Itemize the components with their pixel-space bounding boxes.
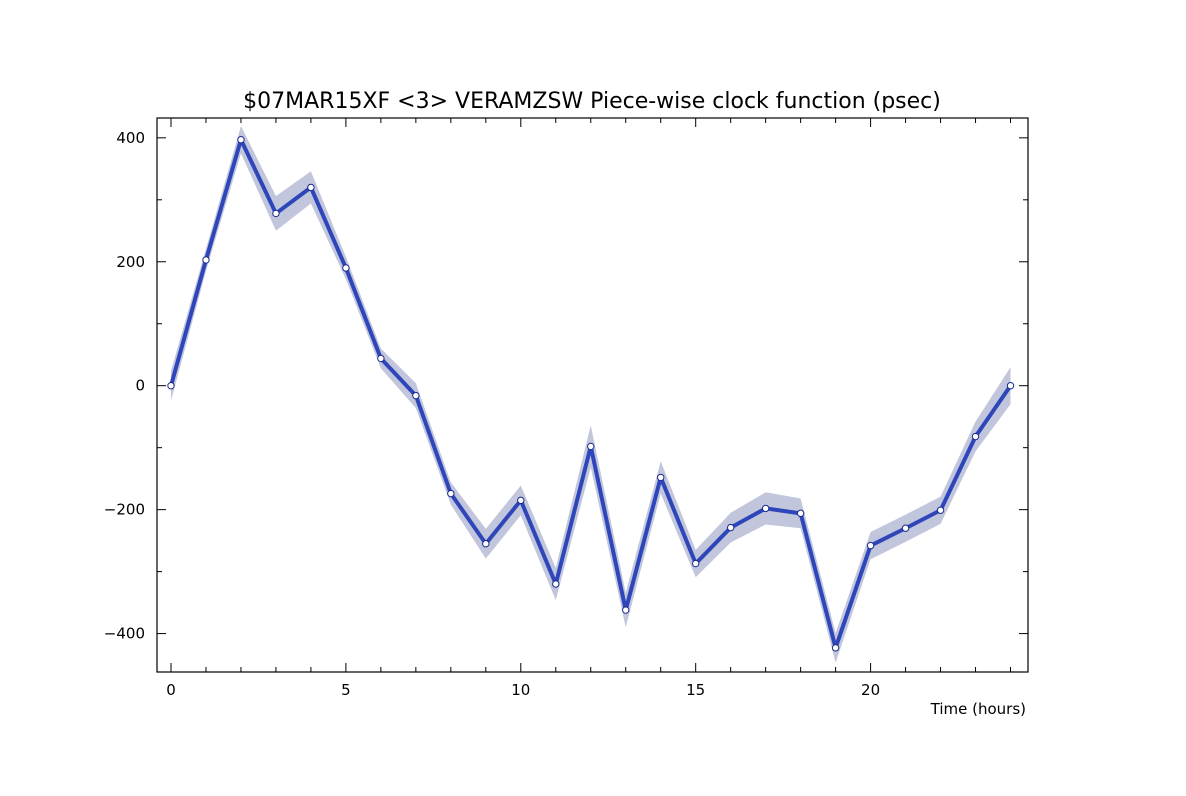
- data-point: [307, 183, 315, 192]
- series-line: [168, 137, 1013, 650]
- y-tick-label: −200: [104, 501, 145, 519]
- data-point: [482, 540, 490, 548]
- data-point: [761, 504, 770, 513]
- data-point: [726, 523, 735, 532]
- x-tick-label: 5: [341, 681, 351, 699]
- data-point: [622, 606, 630, 614]
- data-point: [831, 644, 840, 652]
- data-point: [202, 256, 210, 264]
- x-tick-label: 0: [166, 681, 176, 699]
- data-point: [657, 473, 665, 482]
- x-axis-label: Time (hours): [930, 700, 1026, 718]
- data-point: [552, 580, 560, 588]
- data-point: [377, 354, 385, 363]
- uncertainty-band-layer: [170, 126, 1011, 663]
- data-point: [517, 496, 525, 505]
- data-point: [936, 506, 945, 514]
- data-point: [691, 559, 700, 568]
- data-point: [587, 442, 595, 451]
- data-point: [167, 382, 175, 390]
- x-tick-label: 10: [511, 681, 530, 699]
- y-tick-label: 200: [116, 253, 145, 271]
- x-tick-label: 15: [686, 681, 705, 699]
- data-point: [971, 432, 980, 441]
- plot-frame: [156, 117, 1029, 673]
- data-point: [412, 391, 420, 400]
- data-point: [447, 489, 455, 498]
- y-tick-label: 0: [135, 377, 145, 395]
- data-point: [272, 209, 280, 218]
- data-point: [796, 509, 805, 518]
- data-point-layer: [167, 135, 1015, 652]
- y-tick-label: −400: [104, 625, 145, 643]
- axis-ticks: [157, 118, 1028, 672]
- uncertainty-band: [170, 126, 1011, 663]
- y-tick-label: 400: [116, 129, 145, 147]
- x-tick-label: 20: [861, 681, 880, 699]
- data-point: [866, 541, 875, 550]
- data-point: [342, 264, 350, 272]
- data-point: [237, 135, 245, 144]
- chart-title: $07MAR15XF <3> VERAMZSW Piece-wise clock…: [243, 89, 941, 114]
- series-line-layer: [168, 137, 1013, 650]
- data-point: [1006, 382, 1015, 390]
- data-point: [901, 524, 910, 532]
- tick-labels: 0 5 10 15 20 400 200 0 −200 −400: [104, 129, 880, 699]
